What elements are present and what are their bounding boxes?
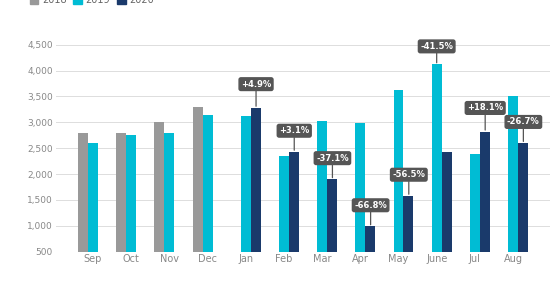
Bar xyxy=(327,179,337,277)
Bar xyxy=(193,107,202,277)
Bar xyxy=(165,133,175,277)
Text: -66.8%: -66.8% xyxy=(354,201,387,225)
Bar xyxy=(78,133,88,277)
Bar xyxy=(317,121,327,277)
Bar xyxy=(355,123,365,277)
Bar xyxy=(365,226,375,277)
Bar xyxy=(441,152,451,277)
Bar xyxy=(508,96,518,277)
Text: -37.1%: -37.1% xyxy=(316,154,349,178)
Bar xyxy=(518,143,528,277)
Text: -26.7%: -26.7% xyxy=(507,118,540,142)
Bar xyxy=(279,156,289,277)
Bar xyxy=(155,122,165,277)
Legend: 2018, 2019, 2020: 2018, 2019, 2020 xyxy=(26,0,158,9)
Bar xyxy=(480,132,490,277)
Bar xyxy=(241,116,251,277)
Bar xyxy=(126,135,136,277)
Bar xyxy=(431,64,441,277)
Bar xyxy=(404,196,413,277)
Bar xyxy=(116,133,126,277)
Bar xyxy=(251,108,261,277)
Bar xyxy=(470,154,480,277)
Text: +18.1%: +18.1% xyxy=(467,104,503,130)
Text: -41.5%: -41.5% xyxy=(420,42,453,63)
Text: -56.5%: -56.5% xyxy=(393,170,425,194)
Text: +4.9%: +4.9% xyxy=(241,80,271,106)
Bar xyxy=(202,114,212,277)
Bar xyxy=(88,143,98,277)
Bar xyxy=(394,90,404,277)
Bar xyxy=(289,152,299,277)
Text: +3.1%: +3.1% xyxy=(279,126,309,150)
